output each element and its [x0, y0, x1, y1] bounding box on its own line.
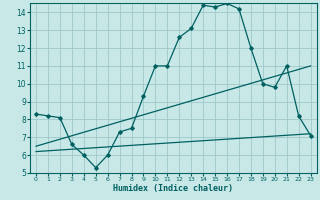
X-axis label: Humidex (Indice chaleur): Humidex (Indice chaleur): [113, 184, 233, 193]
